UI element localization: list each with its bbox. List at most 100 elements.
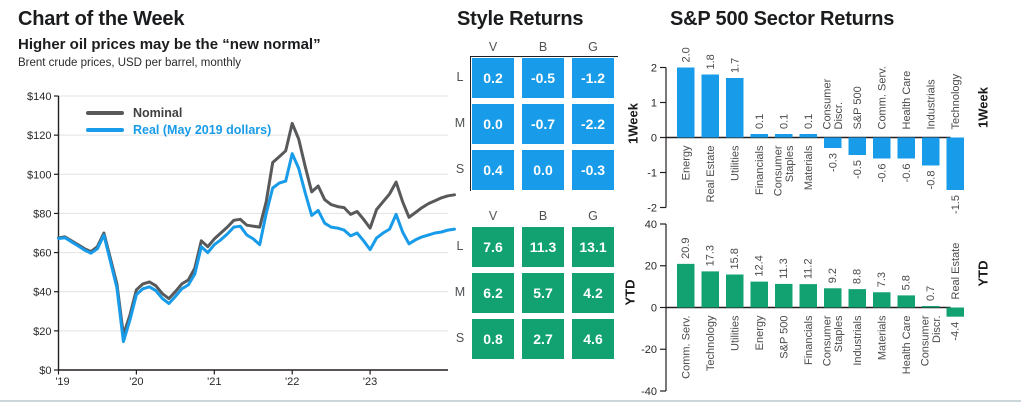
style-cell-L-B: -0.5 (522, 58, 564, 98)
style-col-header-G: G (588, 209, 598, 223)
y-tick-label-20: $20 (33, 326, 51, 338)
style-cell-M-G: 4.2 (572, 273, 614, 313)
ytd-category-materials: Materials (876, 315, 888, 360)
ytd-bar-consumer-staples (824, 288, 842, 308)
legend-item-nominal: Nominal (86, 106, 182, 120)
1week-y-tick-label-1: 1 (651, 97, 657, 109)
ytd-bar-health-care (897, 295, 915, 308)
style-cell-L-V: 0.2 (472, 58, 514, 98)
y-tick-label-80: $80 (33, 208, 51, 220)
ytd-y-tick-label--40: -40 (641, 386, 657, 398)
style-cell-S-G: 4.6 (572, 319, 614, 359)
style-cell-L-G: 13.1 (572, 227, 614, 267)
1week-category-s-p-500: S&P 500 (852, 86, 864, 129)
ytd-bar-energy (750, 281, 768, 308)
style-cell-L-V: 7.6 (472, 227, 514, 267)
1week-category-financials: Financials (754, 145, 766, 195)
1week-category-industrials: Industrials (925, 79, 937, 130)
ytd-value-consumer-discr: 0.7 (925, 286, 937, 301)
page-title: Chart of the Week (18, 8, 185, 30)
x-tick-label-'21: '21 (207, 376, 221, 388)
ytd-value-technology: 17.3 (705, 245, 717, 266)
1week-bar-consumer-discr (824, 137, 842, 148)
sector-ytd-axis-label: YTD (975, 260, 991, 287)
legend-label-real: Real (May 2019 dollars) (133, 123, 272, 137)
line-series-nominal (57, 121, 456, 337)
style-cell-M-V: 6.2 (472, 273, 514, 313)
1week-category-materials: Materials (803, 145, 815, 190)
style-cell-S-V: 0.4 (472, 150, 514, 190)
ytd-bar-comm-serv (677, 263, 695, 308)
1week-bar-utilities (726, 78, 744, 138)
1week-value-consumer-staples: 0.1 (778, 114, 790, 129)
style-col-header-V: V (488, 209, 498, 223)
style-grid-top-border (470, 56, 618, 57)
ytd-category-health-care: Health Care (901, 316, 913, 375)
ytd-bar-consumer-discr (922, 306, 940, 308)
ytd-category-financials: Financials (803, 315, 815, 365)
style-col-header-V: V (488, 40, 498, 54)
ytd-category-s-p-500: S&P 500 (778, 316, 790, 359)
style-row-label-S: S (455, 331, 465, 345)
style-col-header-B: B (538, 40, 548, 54)
1week-y-tick-label--1: -1 (647, 167, 657, 179)
ytd-category-energy: Energy (754, 315, 766, 350)
1week-value-financials: 0.1 (754, 114, 766, 129)
1week-bar-comm-serv (873, 137, 891, 159)
ytd-value-consumer-staples: 9.2 (827, 268, 839, 283)
style-ytd-axis-label: YTD (622, 279, 638, 306)
style-cell-S-V: 0.8 (472, 319, 514, 359)
ytd-category-technology: Technology (705, 315, 717, 371)
1week-bar-financials (750, 134, 768, 138)
style-cell-M-B: 5.7 (522, 273, 564, 313)
1week-value-health-care: -0.6 (901, 164, 913, 183)
style-cell-S-B: 0.0 (522, 150, 564, 190)
1week-bar-materials (799, 134, 817, 138)
style-cell-M-B: -0.7 (522, 104, 564, 144)
1week-value-comm-serv: -0.6 (876, 164, 888, 183)
style-row-label-L: L (456, 239, 464, 253)
ytd-category-consumer-staples-line1: Consumer (822, 315, 834, 366)
y-tick-label-120: $120 (27, 130, 51, 142)
1week-value-energy: 2.0 (680, 47, 692, 62)
ytd-category-consumer-staples-line2: Staples (833, 315, 845, 352)
1week-value-consumer-discr: -0.3 (827, 153, 839, 172)
y-tick-label-40: $40 (33, 287, 51, 299)
style-row-label-S: S (455, 162, 465, 176)
style-cell-S-B: 2.7 (522, 319, 564, 359)
1week-value-industrials: -0.8 (925, 171, 937, 190)
1week-bar-s-p-500 (848, 137, 866, 155)
y-tick-label-100: $100 (27, 169, 51, 181)
ytd-category-real-estate: Real Estate (950, 243, 962, 300)
1week-category-energy: Energy (680, 145, 692, 180)
1week-category-comm-serv: Comm. Serv. (876, 66, 888, 129)
ytd-category-utilities: Utilities (729, 315, 741, 351)
style-cell-S-G: -0.3 (572, 150, 614, 190)
style-cell-L-G: -1.2 (572, 58, 614, 98)
1week-bar-real-estate (701, 74, 719, 138)
x-tick-label-'22: '22 (285, 376, 299, 388)
y-tick-label-140: $140 (27, 91, 51, 103)
ytd-value-energy: 12.4 (754, 255, 766, 276)
ytd-value-real-estate: -4.4 (950, 322, 962, 341)
style-row-label-M: M (454, 285, 466, 299)
ytd-value-health-care: 5.8 (901, 275, 913, 290)
style-row-label-L: L (456, 70, 464, 84)
ytd-category-comm-serv: Comm. Serv. (680, 316, 692, 379)
ytd-y-tick-label-20: 20 (645, 261, 657, 273)
style-cell-M-V: 0.0 (472, 104, 514, 144)
sector-returns-title: S&P 500 Sector Returns (670, 8, 895, 30)
1week-category-consumer-discr-line2: Discr. (833, 102, 845, 130)
sector-1week-axis-label: 1Week (975, 87, 991, 128)
style-1week-axis-label: 1Week (625, 103, 641, 144)
ytd-category-consumer-discr-line1: Consumer (920, 315, 932, 366)
ytd-value-materials: 7.3 (876, 272, 888, 287)
1week-y-tick-label-0: 0 (651, 132, 657, 144)
1week-bar-industrials (922, 137, 940, 166)
y-tick-label-0: $0 (39, 365, 51, 377)
real-line-swatch (86, 128, 124, 132)
1week-category-utilities: Utilities (729, 145, 741, 181)
ytd-bar-industrials (848, 289, 866, 308)
ytd-y-tick-label-40: 40 (645, 219, 657, 231)
